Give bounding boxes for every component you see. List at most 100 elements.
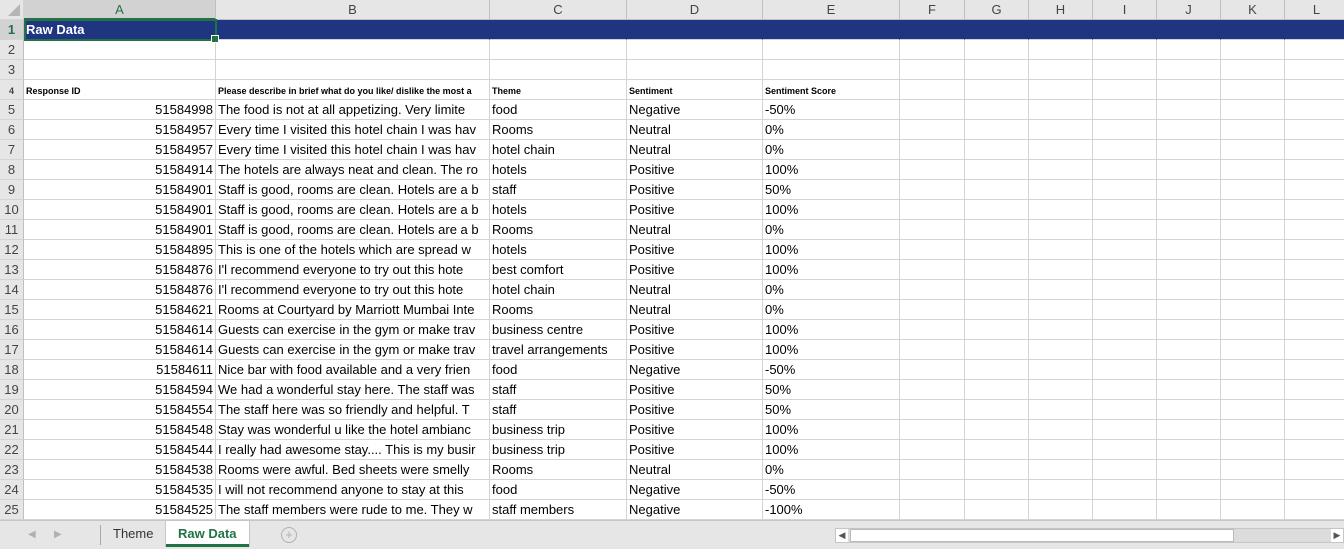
cell[interactable] xyxy=(900,100,965,120)
cell[interactable] xyxy=(900,380,965,400)
cell[interactable] xyxy=(1093,300,1157,320)
sentiment-score-cell[interactable]: -50% xyxy=(763,480,900,500)
sentiment-score-cell[interactable]: 100% xyxy=(763,420,900,440)
row-header[interactable]: 16 xyxy=(0,320,24,340)
row-header[interactable]: 11 xyxy=(0,220,24,240)
theme-cell[interactable]: hotel chain xyxy=(490,280,627,300)
cell[interactable] xyxy=(1157,300,1221,320)
cell[interactable] xyxy=(965,240,1029,260)
column-header-j[interactable]: J xyxy=(1157,0,1221,20)
cell[interactable] xyxy=(1285,40,1344,60)
sheet-tab-theme[interactable]: Theme xyxy=(113,526,154,541)
cell[interactable] xyxy=(1285,280,1344,300)
cell[interactable] xyxy=(1157,480,1221,500)
cell[interactable] xyxy=(1221,20,1285,40)
cell[interactable] xyxy=(490,60,627,80)
row-header[interactable]: 20 xyxy=(0,400,24,420)
cell[interactable] xyxy=(627,40,763,60)
response-id-cell[interactable]: 51584525 xyxy=(24,500,216,520)
cell[interactable] xyxy=(1093,340,1157,360)
response-text-cell[interactable]: I really had awesome stay.... This is my… xyxy=(216,440,490,460)
column-title-cell[interactable]: Sentiment xyxy=(627,80,763,100)
cell[interactable] xyxy=(1285,360,1344,380)
cell[interactable] xyxy=(1285,20,1344,40)
cell[interactable] xyxy=(1285,220,1344,240)
cell[interactable] xyxy=(1029,400,1093,420)
cell[interactable] xyxy=(1221,340,1285,360)
theme-cell[interactable]: hotels xyxy=(490,160,627,180)
cell[interactable] xyxy=(1221,300,1285,320)
theme-cell[interactable]: staff members xyxy=(490,500,627,520)
cell[interactable] xyxy=(1029,20,1093,40)
prev-sheet-icon[interactable]: ◀ xyxy=(28,529,36,540)
response-text-cell[interactable]: Rooms at Courtyard by Marriott Mumbai In… xyxy=(216,300,490,320)
response-text-cell[interactable]: This is one of the hotels which are spre… xyxy=(216,240,490,260)
cell[interactable] xyxy=(1285,380,1344,400)
cell[interactable] xyxy=(900,200,965,220)
cell[interactable] xyxy=(1285,160,1344,180)
cell[interactable] xyxy=(1221,420,1285,440)
sentiment-score-cell[interactable]: 100% xyxy=(763,320,900,340)
cell[interactable] xyxy=(900,400,965,420)
theme-cell[interactable]: food xyxy=(490,480,627,500)
response-id-cell[interactable]: 51584914 xyxy=(24,160,216,180)
cell[interactable] xyxy=(965,300,1029,320)
cell[interactable] xyxy=(965,380,1029,400)
response-id-cell[interactable]: 51584535 xyxy=(24,480,216,500)
response-id-cell[interactable]: 51584876 xyxy=(24,260,216,280)
cell[interactable] xyxy=(1285,340,1344,360)
sentiment-cell[interactable]: Neutral xyxy=(627,220,763,240)
cell[interactable] xyxy=(965,40,1029,60)
cell[interactable] xyxy=(1285,200,1344,220)
cell[interactable] xyxy=(1157,320,1221,340)
sentiment-cell[interactable]: Negative xyxy=(627,360,763,380)
cell[interactable] xyxy=(965,200,1029,220)
theme-cell[interactable]: best comfort xyxy=(490,260,627,280)
cell[interactable] xyxy=(900,260,965,280)
cell[interactable] xyxy=(1093,380,1157,400)
row-header[interactable]: 2 xyxy=(0,40,24,60)
cell[interactable] xyxy=(216,60,490,80)
cell[interactable] xyxy=(1221,120,1285,140)
sentiment-score-cell[interactable]: -100% xyxy=(763,500,900,520)
column-title-cell[interactable]: Response ID xyxy=(24,80,216,100)
sentiment-cell[interactable]: Neutral xyxy=(627,140,763,160)
cell[interactable] xyxy=(965,20,1029,40)
cell[interactable] xyxy=(1093,120,1157,140)
response-id-cell[interactable]: 51584901 xyxy=(24,180,216,200)
cell[interactable] xyxy=(1285,300,1344,320)
sentiment-cell[interactable]: Positive xyxy=(627,200,763,220)
row-header[interactable]: 13 xyxy=(0,260,24,280)
theme-cell[interactable]: Rooms xyxy=(490,300,627,320)
cell[interactable] xyxy=(1093,420,1157,440)
cell[interactable] xyxy=(1157,500,1221,520)
cell[interactable] xyxy=(1221,460,1285,480)
cell[interactable] xyxy=(1029,460,1093,480)
cell[interactable] xyxy=(1157,260,1221,280)
cell[interactable] xyxy=(1029,180,1093,200)
sheet-tab-raw-data[interactable]: Raw Data xyxy=(166,521,249,547)
cell[interactable] xyxy=(900,440,965,460)
cell[interactable] xyxy=(1157,420,1221,440)
cell[interactable] xyxy=(1157,200,1221,220)
theme-cell[interactable]: business centre xyxy=(490,320,627,340)
sheet-title-cell[interactable]: Raw Data xyxy=(24,20,216,40)
cell[interactable] xyxy=(900,140,965,160)
cell[interactable] xyxy=(1029,300,1093,320)
theme-cell[interactable]: staff xyxy=(490,400,627,420)
row-header[interactable]: 9 xyxy=(0,180,24,200)
column-title-cell[interactable]: Please describe in brief what do you lik… xyxy=(216,80,490,100)
cell[interactable] xyxy=(1157,240,1221,260)
response-id-cell[interactable]: 51584614 xyxy=(24,340,216,360)
cell[interactable] xyxy=(24,60,216,80)
cell[interactable] xyxy=(216,20,490,40)
cell[interactable] xyxy=(1157,140,1221,160)
column-header-e[interactable]: E xyxy=(763,0,900,20)
response-id-cell[interactable]: 51584614 xyxy=(24,320,216,340)
cell[interactable] xyxy=(1221,260,1285,280)
cell[interactable] xyxy=(1221,480,1285,500)
sentiment-cell[interactable]: Negative xyxy=(627,500,763,520)
cell[interactable] xyxy=(1285,500,1344,520)
cell[interactable] xyxy=(1093,240,1157,260)
response-id-cell[interactable]: 51584901 xyxy=(24,200,216,220)
